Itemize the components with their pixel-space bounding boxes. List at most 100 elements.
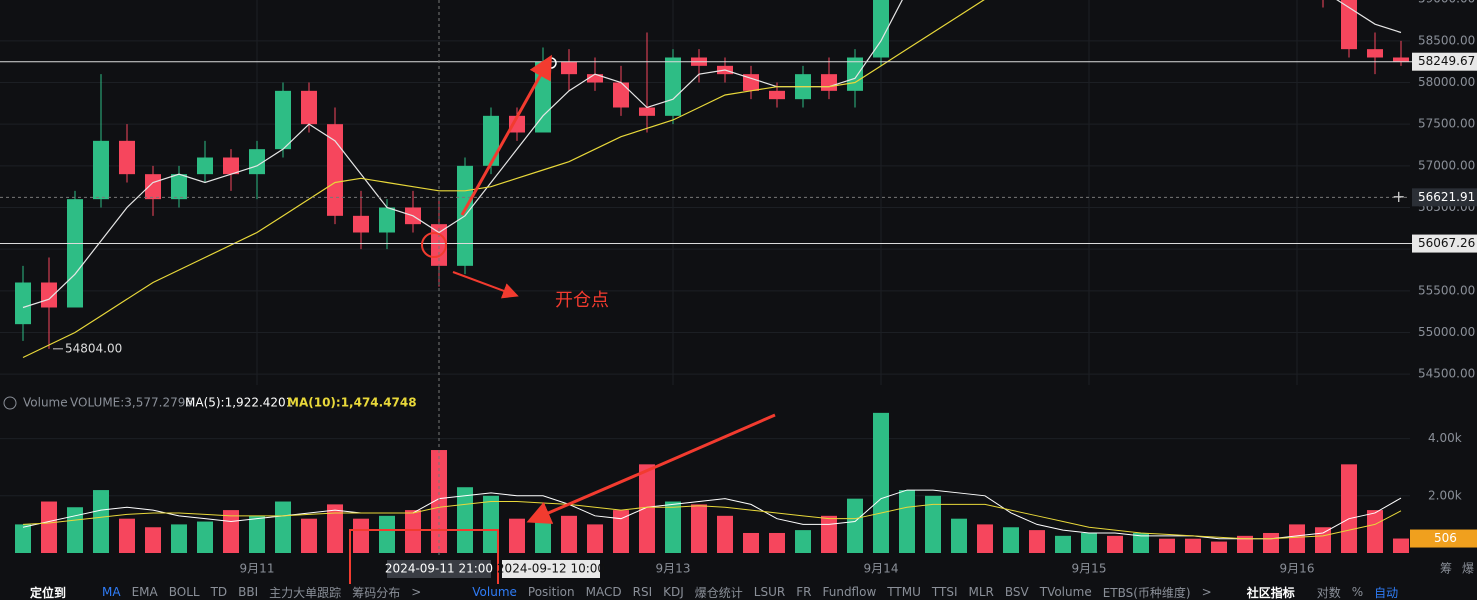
toolbar-option[interactable]: 社区指标 [1246,585,1295,600]
indicator-tab[interactable]: TTSI [931,585,958,599]
volume-bar [561,515,577,553]
volume-bar [379,515,395,553]
chart: 54500.0055000.0055500.0056000.0056500.00… [0,0,1477,584]
candle-body [769,90,785,100]
indicator-tab[interactable]: KDJ [663,585,684,599]
candle-body [145,174,161,200]
ma-line [22,0,1402,309]
indicator-tab[interactable]: MLR [968,585,994,599]
indicator-tab[interactable]: BSV [1004,585,1029,599]
x-tick-label: 9月14 [864,562,899,576]
volume-bar [769,532,785,553]
collapse-icon[interactable] [3,396,17,410]
entry-circle [421,232,447,258]
volume-bar [1263,532,1279,553]
toolbar-option[interactable]: 自动 [1374,585,1399,600]
volume-bar [691,504,707,553]
volume-tag [1410,529,1477,548]
volume-bar [535,518,551,553]
legend-entry: MA(5):1,922.4201 [185,396,293,410]
volume-bar [977,524,993,553]
volume-bar [145,527,161,553]
candle-body [197,157,213,175]
indicator-tab[interactable]: FR [796,585,812,599]
volume-bar [1081,532,1097,553]
volume-bar [639,464,655,553]
indicator-tab[interactable]: ETBS(币种维度) [1102,585,1191,600]
indicator-tab[interactable]: TD [210,585,228,599]
indicator-tab[interactable]: EMA [131,585,158,599]
volume-bar [613,510,629,553]
y-tick-label: 4.00k [1428,431,1462,445]
volume-bar [847,498,863,553]
indicator-tab[interactable]: MACD [585,585,622,599]
volume-bar [587,524,603,553]
volume-bar [275,501,291,553]
low-label: 54804.00 [65,341,122,355]
price-tag-text: 56067.26 [1418,236,1475,250]
annotation: 开仓点 [555,290,609,311]
arrow [526,413,776,524]
candle-body [301,90,317,125]
x-tick-label: 9月11 [240,562,275,576]
volume-bar [1237,535,1253,553]
crosshair-tag-text: 56621.91 [1418,190,1475,204]
indicator-tab[interactable]: Position [527,585,575,599]
volume-bar [873,412,889,553]
indicator-tab[interactable]: Volume [472,585,517,599]
volume-bar [1211,541,1227,553]
time-label: 2024-09-12 10:00 [497,562,605,576]
indicator-tab[interactable]: > [1201,585,1212,599]
indicator-tab[interactable]: BBI [238,585,259,599]
y-tick-label: 2.00k [1428,488,1462,502]
indicator-tab[interactable]: MA [102,585,121,599]
candle-body [1393,57,1409,62]
candle-body [665,57,681,116]
volume-bar [509,518,525,553]
volume-bar [93,490,109,553]
y-tick-label: 58000.00 [1418,75,1475,89]
arrow [452,271,519,299]
candle-body [847,57,863,91]
volume-bar [457,487,473,553]
volume-bar [1159,538,1175,553]
volume-title: Volume [23,396,68,410]
indicator-tab[interactable]: > [411,585,422,599]
candle-body [327,124,343,216]
volume-bar [1003,527,1019,553]
indicator-tab[interactable]: RSI [632,585,653,599]
ma-line [22,501,1402,540]
locate-button[interactable]: 定位到 [30,585,67,600]
candle-body [171,174,187,200]
candle-body [821,74,837,91]
toolbar-option[interactable]: % [1351,585,1364,599]
x-tick-label: 9月15 [1072,562,1107,576]
indicator-tab[interactable]: 爆仓统计 [694,585,743,600]
time-label-box [387,560,491,578]
volume-bar [1107,535,1123,553]
y-tick-label: 57500.00 [1418,117,1475,131]
y-tick-label: 55500.00 [1418,283,1475,297]
volume-bar [821,515,837,553]
volume-bar [119,518,135,553]
volume-bar [67,507,83,553]
volume-bar [1393,538,1409,553]
y-tick-label: 55000.00 [1418,325,1475,339]
indicator-tab[interactable]: BOLL [168,585,200,599]
indicator-tab[interactable]: LSUR [753,585,786,599]
toolbar-option[interactable]: 对数 [1316,585,1341,600]
indicator-tab[interactable]: TTMU [887,585,921,599]
candle-body [275,90,291,150]
overlay: 54500.0055000.0055500.0056000.0056500.00… [0,0,1477,576]
volume-bar [431,450,447,553]
candle-body [223,157,239,175]
indicator-tab[interactable]: 主力大单跟踪 [269,585,342,600]
volume-bar [249,515,265,553]
indicator-tab[interactable]: Fundflow [822,585,877,599]
indicator-tab[interactable]: 筹码分布 [352,585,401,600]
indicator-tab[interactable]: TVolume [1039,585,1092,599]
candle-body [353,215,369,233]
time-label-box [502,560,600,578]
volume-bar [717,515,733,553]
